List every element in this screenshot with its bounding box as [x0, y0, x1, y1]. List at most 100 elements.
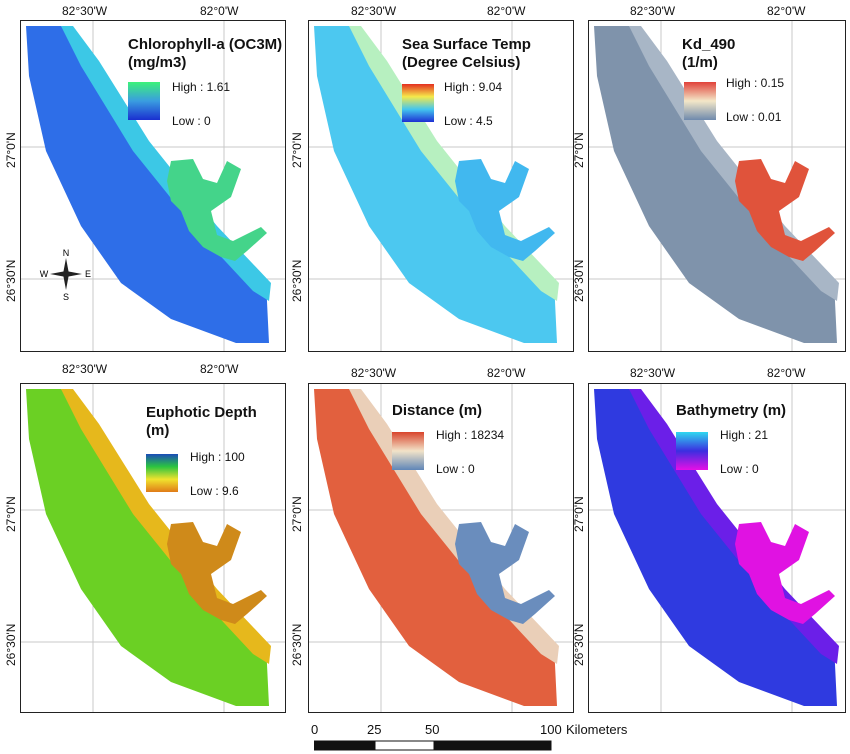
- map-chl: [21, 21, 285, 351]
- title-euphotic-line1: Euphotic Depth: [146, 404, 257, 421]
- panel-euphotic-depth: [20, 383, 286, 713]
- lon-label-8230-mid1: 82°30'W: [62, 362, 108, 376]
- title-euphotic-line2: (m): [146, 422, 170, 439]
- legend-high-distance: High : 18234: [436, 428, 505, 442]
- legend-ramp-euphotic: [146, 454, 178, 492]
- panel-distance: [308, 383, 574, 713]
- lon-label-8230-mid2: 82°30'W: [351, 366, 397, 380]
- lat-label-27-left4: 27°0'N: [4, 496, 18, 532]
- title-distance-line1: Distance (m): [392, 402, 483, 419]
- lat-label-27-left3: 27°0'N: [572, 132, 586, 168]
- bay-area: [455, 522, 555, 624]
- map-zeu: [21, 384, 285, 712]
- title-bathymetry-line1: Bathymetry (m): [676, 402, 787, 419]
- bay-area: [167, 522, 267, 624]
- nearshore-area: [61, 26, 271, 301]
- legend-low-sst: Low : 4.5: [444, 114, 493, 128]
- legend-high-kd490: High : 0.15: [726, 76, 785, 90]
- lon-label-820-top2: 82°0'W: [487, 4, 526, 18]
- map-kd490: [589, 21, 845, 351]
- lat-label-27-left5: 27°0'N: [290, 496, 304, 532]
- map-bathy: [589, 384, 845, 712]
- compass-west-point: [50, 271, 66, 277]
- legend-ramp-bathymetry: [676, 432, 708, 470]
- scale-tick-25: 25: [367, 722, 382, 737]
- panel-sst: [308, 20, 574, 352]
- offshore-area: [594, 389, 837, 706]
- legend-low-chlorophyll: Low : 0: [172, 114, 211, 128]
- panel-kd490: [588, 20, 846, 352]
- scale-tick-100: 100: [540, 722, 562, 737]
- title-chlorophyll: Chlorophyll-a (OC3M) (mg/m3): [128, 36, 282, 72]
- lon-label-8230-mid3: 82°30'W: [630, 366, 676, 380]
- legend-low-euphotic: Low : 9.6: [190, 484, 239, 498]
- lat-label-2630-left6: 26°30'N: [572, 623, 586, 666]
- title-kd490: Kd_490 (1/m): [682, 36, 735, 72]
- scale-seg-1: [314, 740, 376, 751]
- lat-label-27-left2: 27°0'N: [290, 132, 304, 168]
- title-bathymetry: Bathymetry (m): [676, 402, 786, 420]
- lat-label-2630-left3: 26°30'N: [572, 259, 586, 302]
- legend-ramp-chlorophyll: [128, 82, 160, 120]
- lon-label-820-mid1: 82°0'W: [200, 362, 239, 376]
- lon-label-820-top3: 82°0'W: [767, 4, 806, 18]
- lon-label-8230-top1: 82°30'W: [62, 4, 108, 18]
- offshore-area: [314, 26, 557, 343]
- legend-low-bathymetry: Low : 0: [720, 462, 759, 476]
- legend-ramp-distance: [392, 432, 424, 470]
- title-distance: Distance (m): [392, 402, 482, 420]
- offshore-area: [594, 26, 837, 343]
- legend-high-euphotic: High : 100: [190, 450, 245, 464]
- nearshore-area: [349, 26, 559, 301]
- lon-label-820-mid2: 82°0'W: [487, 366, 526, 380]
- title-euphotic-depth: Euphotic Depth (m): [146, 404, 257, 440]
- title-sst-line1: Sea Surface Temp: [402, 36, 531, 53]
- offshore-area: [26, 26, 269, 343]
- compass-east-point: [66, 271, 82, 277]
- legend-ramp-sst: [402, 84, 434, 122]
- compass-south-point: [63, 274, 69, 290]
- title-sst-line2: (Degree Celsius): [402, 54, 521, 71]
- legend-high-sst: High : 9.04: [444, 80, 503, 94]
- panel-chlorophyll: [20, 20, 286, 352]
- scale-seg-2: [374, 740, 435, 751]
- nearshore-area: [61, 389, 271, 664]
- bay-area: [735, 522, 835, 624]
- title-kd490-line2: (1/m): [682, 54, 718, 71]
- lat-label-2630-left1: 26°30'N: [4, 259, 18, 302]
- scale-unit: Kilometers: [566, 722, 628, 737]
- map-sst: [309, 21, 573, 351]
- legend-low-distance: Low : 0: [436, 462, 475, 476]
- bay-area: [167, 159, 267, 261]
- scale-tick-50: 50: [425, 722, 440, 737]
- title-sst: Sea Surface Temp (Degree Celsius): [402, 36, 531, 72]
- lat-label-27-left1: 27°0'N: [4, 132, 18, 168]
- compass-n-label: N: [63, 248, 70, 258]
- lon-label-8230-top2: 82°30'W: [351, 4, 397, 18]
- panel-bathymetry: [588, 383, 846, 713]
- bay-area: [735, 159, 835, 261]
- legend-low-kd490: Low : 0.01: [726, 110, 782, 124]
- legend-ramp-kd490: [684, 82, 716, 120]
- lat-label-2630-left2: 26°30'N: [290, 259, 304, 302]
- lat-label-27-left6: 27°0'N: [572, 496, 586, 532]
- title-chlorophyll-line2: (mg/m3): [128, 54, 187, 71]
- offshore-area: [314, 389, 557, 706]
- compass-north-point: [63, 258, 69, 274]
- north-arrow-compass: N S E W: [40, 248, 91, 302]
- lat-label-2630-left5: 26°30'N: [290, 623, 304, 666]
- lat-label-2630-left4: 26°30'N: [4, 623, 18, 666]
- lon-label-8230-top3: 82°30'W: [630, 4, 676, 18]
- legend-high-bathymetry: High : 21: [720, 428, 769, 442]
- bay-area: [455, 159, 555, 261]
- lon-label-820-mid3: 82°0'W: [767, 366, 806, 380]
- nearshore-area: [629, 26, 839, 301]
- lon-label-820-top1: 82°0'W: [200, 4, 239, 18]
- scale-seg-3: [433, 740, 552, 751]
- legend-high-chlorophyll: High : 1.61: [172, 80, 231, 94]
- scale-tick-0: 0: [311, 722, 319, 737]
- compass-s-label: S: [63, 292, 69, 302]
- offshore-area: [26, 389, 269, 706]
- compass-e-label: E: [85, 269, 91, 279]
- compass-w-label: W: [40, 269, 49, 279]
